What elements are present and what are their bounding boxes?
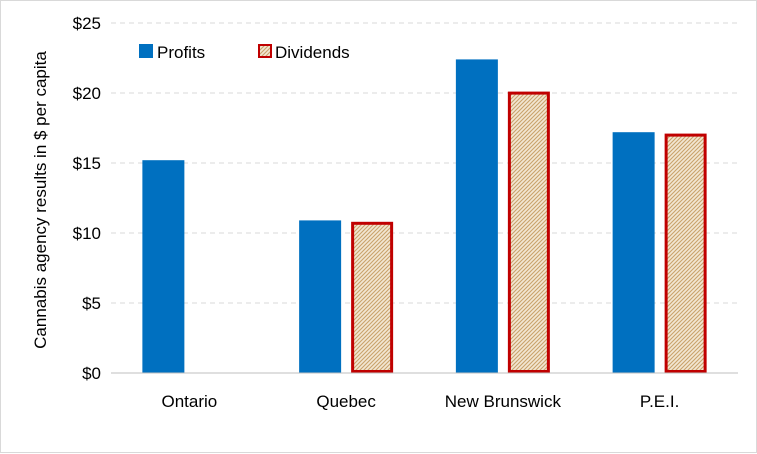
- x-axis-ticks: Ontario Quebec New Brunswick P.E.I.: [162, 392, 680, 411]
- y-tick-label: $5: [82, 294, 101, 313]
- x-tick-label: P.E.I.: [640, 392, 679, 411]
- bar-dividends: [351, 221, 394, 373]
- bar-dividends: [664, 133, 707, 373]
- legend-label-dividends: Dividends: [275, 43, 350, 62]
- x-tick-label: Quebec: [316, 392, 376, 411]
- x-tick-label: Ontario: [162, 392, 218, 411]
- bar-profits: [142, 160, 185, 373]
- y-tick-label: $0: [82, 364, 101, 383]
- bar-dividends: [507, 91, 550, 373]
- bar-profits: [612, 132, 655, 373]
- x-tick-label: New Brunswick: [445, 392, 562, 411]
- legend: Profits Dividends: [139, 43, 350, 62]
- y-tick-label: $10: [73, 224, 101, 243]
- y-tick-label: $15: [73, 154, 101, 173]
- y-tick-label: $25: [73, 14, 101, 33]
- legend-swatch-dividends: [258, 44, 272, 58]
- bar-profits: [455, 59, 498, 374]
- legend-label-profits: Profits: [157, 43, 205, 62]
- bars: [142, 59, 707, 374]
- legend-swatch-profits: [139, 44, 153, 58]
- y-tick-label: $20: [73, 84, 101, 103]
- bar-profits: [299, 220, 342, 373]
- y-axis-ticks: $0 $5 $10 $15 $20 $25: [73, 14, 101, 383]
- y-axis-title: Cannabis agency results in $ per capita: [31, 51, 50, 349]
